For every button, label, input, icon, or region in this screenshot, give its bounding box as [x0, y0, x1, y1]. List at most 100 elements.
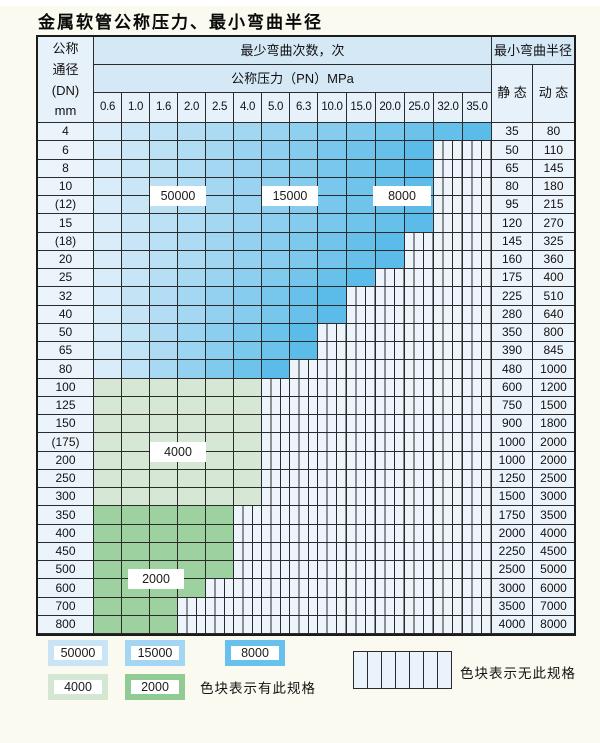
dynamic-value-cell: 510 — [533, 287, 574, 306]
pn-unavailable-cell — [463, 196, 492, 214]
pn-available-cell — [206, 196, 234, 214]
dn-label-cell: 40 — [38, 306, 94, 324]
pn-available-cell — [318, 123, 347, 141]
pn-unavailable-cell — [463, 561, 492, 579]
pn-unavailable-cell — [434, 251, 463, 269]
pn-available-cell — [94, 397, 122, 415]
pn-available-cell — [318, 141, 347, 160]
static-value-cell: 225 — [492, 287, 533, 306]
dn-label-cell: 300 — [38, 488, 94, 506]
pn-unavailable-cell — [318, 543, 347, 561]
pn-available-cell — [234, 415, 262, 433]
legend-available-note: 色块表示有此规格 — [200, 681, 316, 696]
dn-header-line: mm — [54, 103, 77, 119]
pn-available-cell — [150, 415, 178, 433]
pn-available-cell — [150, 360, 178, 379]
dynamic-value-cell: 145 — [533, 160, 574, 178]
pn-unavailable-cell — [262, 579, 290, 598]
dynamic-value-cell: 5000 — [533, 561, 574, 579]
pn-unavailable-cell — [405, 525, 434, 543]
pn-available-cell — [122, 251, 150, 269]
pn-unavailable-cell — [463, 251, 492, 269]
hatch-strip — [382, 652, 396, 688]
pn-available-cell — [122, 269, 150, 287]
pn-available-cell — [150, 598, 178, 616]
page-title: 金属软管公称压力、最小弯曲半径 — [38, 13, 323, 33]
pn-unavailable-cell — [376, 543, 405, 561]
pn-unavailable-cell — [434, 452, 463, 470]
pn-unavailable-cell — [290, 397, 318, 415]
static-value-cell: 1000 — [492, 433, 533, 452]
pn-available-cell — [318, 160, 347, 178]
pn-available-cell — [150, 251, 178, 269]
hatch-strip — [424, 652, 438, 688]
pn-available-cell — [206, 251, 234, 269]
pn-unavailable-cell — [434, 598, 463, 616]
pn-unavailable-cell — [463, 433, 492, 452]
pn-available-cell — [234, 379, 262, 397]
pn-unavailable-cell — [376, 561, 405, 579]
static-value-cell: 390 — [492, 342, 533, 360]
pn-unavailable-cell — [262, 506, 290, 525]
pn-available-cell — [94, 488, 122, 506]
dynamic-value-cell: 1500 — [533, 397, 574, 415]
pn-unavailable-cell — [318, 415, 347, 433]
pn-available-cell — [94, 160, 122, 178]
pn-available-cell — [234, 433, 262, 452]
pn-unavailable-cell — [318, 433, 347, 452]
pn-unavailable-cell — [347, 287, 376, 306]
pn-available-cell — [234, 160, 262, 178]
pn-unavailable-cell — [376, 397, 405, 415]
dynamic-value-cell: 640 — [533, 306, 574, 324]
pn-available-cell — [122, 543, 150, 561]
pn-available-cell — [262, 160, 290, 178]
pn-available-cell — [347, 269, 376, 287]
pn-available-cell — [122, 141, 150, 160]
static-value-cell: 2500 — [492, 561, 533, 579]
hatch-strip — [354, 652, 368, 688]
pressure-col-label: 32.0 — [434, 93, 463, 123]
pn-available-cell — [122, 415, 150, 433]
pn-available-cell — [206, 561, 234, 579]
pn-unavailable-cell — [405, 360, 434, 379]
pn-unavailable-cell — [347, 360, 376, 379]
dynamic-value-cell: 3000 — [533, 488, 574, 506]
dn-label-cell: 700 — [38, 598, 94, 616]
static-value-cell: 35 — [492, 123, 533, 141]
pn-available-cell — [122, 287, 150, 306]
pn-unavailable-cell — [262, 488, 290, 506]
static-value-cell: 280 — [492, 306, 533, 324]
pn-unavailable-cell — [463, 598, 492, 616]
pn-unavailable-cell — [405, 452, 434, 470]
pn-unavailable-cell — [463, 342, 492, 360]
dynamic-value-cell: 4500 — [533, 543, 574, 561]
pn-unavailable-cell — [262, 561, 290, 579]
pn-unavailable-cell — [347, 598, 376, 616]
static-value-cell: 2250 — [492, 543, 533, 561]
pn-available-cell — [122, 214, 150, 233]
dynamic-value-cell: 3500 — [533, 506, 574, 525]
pn-available-cell — [122, 196, 150, 214]
static-value-cell: 1000 — [492, 452, 533, 470]
pn-unavailable-cell — [347, 543, 376, 561]
pn-available-cell — [347, 123, 376, 141]
static-value-cell: 2000 — [492, 525, 533, 543]
pn-unavailable-cell — [405, 506, 434, 525]
static-value-cell: 4000 — [492, 616, 533, 634]
dn-label-cell: 100 — [38, 379, 94, 397]
pn-available-cell — [122, 360, 150, 379]
pn-available-cell — [178, 233, 206, 251]
pn-available-cell — [206, 141, 234, 160]
pn-available-cell — [178, 269, 206, 287]
pn-unavailable-cell — [318, 470, 347, 488]
pn-unavailable-cell — [405, 306, 434, 324]
pn-available-cell — [347, 141, 376, 160]
pn-available-cell — [262, 287, 290, 306]
pn-available-cell — [206, 488, 234, 506]
pn-unavailable-cell — [262, 415, 290, 433]
pn-unavailable-cell — [262, 433, 290, 452]
pn-unavailable-cell — [234, 506, 262, 525]
dn-label-cell: (12) — [38, 196, 94, 214]
pressure-col-label: 4.0 — [234, 93, 262, 123]
dn-label-cell: 250 — [38, 470, 94, 488]
